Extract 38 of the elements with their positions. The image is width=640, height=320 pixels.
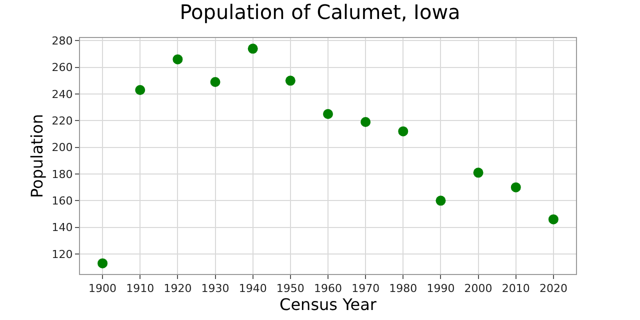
point: [248, 44, 258, 54]
point: [135, 85, 146, 95]
point: [172, 54, 183, 64]
y-tick-label: 120: [52, 248, 73, 261]
x-tick-label: 1990: [426, 282, 455, 296]
x-tick-label: 1950: [276, 282, 304, 296]
x-tick-label: 2020: [539, 282, 568, 296]
x-tick-label: 1920: [164, 282, 192, 296]
x-tick-label: 1970: [352, 282, 380, 296]
point: [285, 76, 296, 86]
point: [98, 258, 108, 268]
x-tick-label: 2010: [502, 282, 530, 296]
x-tick-label: 1900: [88, 282, 117, 296]
point: [360, 117, 371, 127]
y-tick-label: 260: [52, 61, 73, 74]
point: [436, 196, 446, 206]
x-tick-label: 1960: [314, 282, 342, 296]
chart-title: Population of Calumet, Iowa: [180, 0, 460, 24]
x-tick-label: 1910: [126, 282, 154, 296]
y-tick-label: 280: [52, 34, 73, 48]
point: [548, 214, 558, 224]
x-tick-label: 1940: [238, 282, 267, 296]
point: [210, 77, 220, 87]
point: [398, 126, 408, 136]
point: [323, 109, 333, 119]
point: [510, 182, 521, 192]
y-tick-label: 220: [52, 114, 73, 128]
y-tick-label: 140: [52, 221, 73, 234]
point: [473, 168, 484, 178]
y-tick-label: 160: [52, 194, 73, 208]
x-axis-title: Census Year: [280, 295, 377, 314]
x-tick-label: 1980: [389, 282, 418, 296]
y-tick-label: 240: [52, 88, 73, 101]
y-tick-label: 200: [52, 141, 73, 154]
x-tick-label: 1930: [201, 282, 230, 296]
y-tick-label: 180: [52, 168, 73, 181]
x-tick-label: 2000: [464, 282, 492, 296]
y-axis-title: Population: [28, 114, 47, 198]
